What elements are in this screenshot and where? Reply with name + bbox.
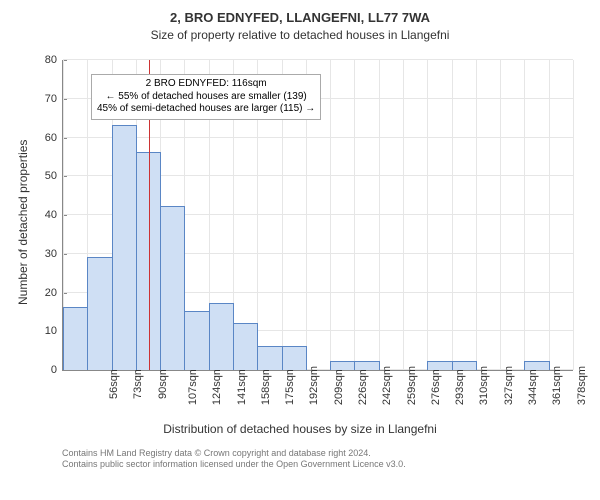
bar — [427, 361, 452, 370]
bar — [282, 346, 307, 370]
x-tick: 158sqm — [260, 366, 272, 405]
x-tick: 192sqm — [309, 366, 321, 405]
grid-line-v — [573, 60, 574, 370]
y-tick: 80 — [45, 54, 63, 66]
grid-line-v — [452, 60, 453, 370]
x-tick: 378sqm — [576, 366, 588, 405]
x-tick: 361sqm — [551, 366, 563, 405]
x-tick: 344sqm — [527, 366, 539, 405]
grid-line-v — [500, 60, 501, 370]
plot-area: 2 BRO EDNYFED: 116sqm ← 55% of detached … — [62, 60, 573, 371]
annotation-box: 2 BRO EDNYFED: 116sqm ← 55% of detached … — [91, 74, 321, 120]
grid-line-v — [524, 60, 525, 370]
y-tick: 40 — [45, 209, 63, 221]
x-tick: 124sqm — [211, 366, 223, 405]
annotation-line2: ← 55% of detached houses are smaller (13… — [97, 91, 315, 104]
bar — [330, 361, 355, 370]
bar — [209, 303, 234, 370]
grid-line-v — [354, 60, 355, 370]
x-tick: 327sqm — [503, 366, 515, 405]
footer-line2: Contains public sector information licen… — [62, 459, 406, 470]
y-tick: 10 — [45, 325, 63, 337]
y-tick: 60 — [45, 132, 63, 144]
x-tick: 259sqm — [406, 366, 418, 405]
x-axis-label: Distribution of detached houses by size … — [0, 422, 600, 436]
y-tick: 0 — [51, 364, 63, 376]
grid-line-h — [63, 137, 573, 138]
grid-line-v — [549, 60, 550, 370]
bar — [184, 311, 209, 370]
grid-line-v — [330, 60, 331, 370]
x-tick: 226sqm — [357, 366, 369, 405]
y-tick: 50 — [45, 170, 63, 182]
x-tick: 141sqm — [236, 366, 248, 405]
bar — [524, 361, 549, 370]
x-tick: 276sqm — [430, 366, 442, 405]
bar — [452, 361, 477, 370]
annotation-line3: 45% of semi-detached houses are larger (… — [97, 103, 315, 116]
x-tick: 73sqm — [132, 366, 144, 399]
chart-container: 2, BRO EDNYFED, LLANGEFNI, LL77 7WA Size… — [0, 0, 600, 500]
bar — [63, 307, 88, 370]
x-tick: 107sqm — [187, 366, 199, 405]
grid-line-v — [427, 60, 428, 370]
bar — [112, 125, 137, 370]
grid-line-v — [403, 60, 404, 370]
x-tick: 90sqm — [157, 366, 169, 399]
bar — [354, 361, 379, 370]
y-tick: 30 — [45, 248, 63, 260]
chart-title-line2: Size of property relative to detached ho… — [0, 28, 600, 42]
x-tick: 209sqm — [333, 366, 345, 405]
grid-line-h — [63, 59, 573, 60]
chart-title-line1: 2, BRO EDNYFED, LLANGEFNI, LL77 7WA — [0, 10, 600, 25]
bar — [87, 257, 112, 370]
bar — [257, 346, 282, 370]
bar — [233, 323, 258, 371]
y-axis-label: Number of detached properties — [16, 140, 30, 305]
x-tick: 310sqm — [479, 366, 491, 405]
grid-line-v — [476, 60, 477, 370]
x-tick: 56sqm — [108, 366, 120, 399]
footer-attribution: Contains HM Land Registry data © Crown c… — [62, 448, 406, 470]
y-tick: 20 — [45, 287, 63, 299]
annotation-line1: 2 BRO EDNYFED: 116sqm — [97, 78, 315, 91]
grid-line-v — [379, 60, 380, 370]
bar — [160, 206, 185, 370]
x-tick: 175sqm — [284, 366, 296, 405]
x-tick: 293sqm — [454, 366, 466, 405]
y-tick: 70 — [45, 93, 63, 105]
x-tick: 242sqm — [381, 366, 393, 405]
footer-line1: Contains HM Land Registry data © Crown c… — [62, 448, 406, 459]
